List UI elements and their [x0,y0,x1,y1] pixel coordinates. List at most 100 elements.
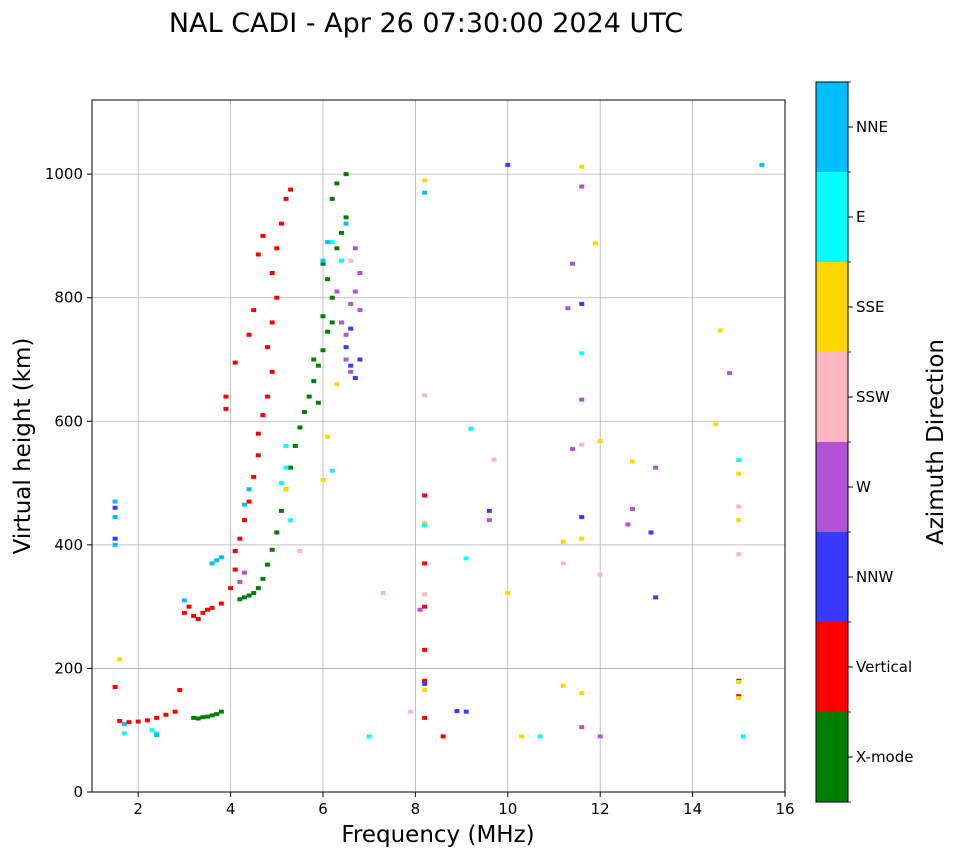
data-point [579,301,585,306]
data-point [325,277,331,282]
x-tick-label: 6 [318,800,328,818]
data-point [380,591,386,596]
data-point [348,258,354,263]
data-point [205,714,210,719]
data-point [334,181,340,186]
data-point [246,332,252,337]
data-point [422,681,428,686]
x-tick-label: 4 [226,800,236,818]
x-tick-label: 16 [775,800,794,818]
data-point [320,261,326,266]
data-point [144,718,150,723]
data-point [648,530,654,535]
data-point [112,684,118,689]
data-point [214,712,220,717]
data-point [579,351,585,356]
colorbar-tick-label: NNE [856,118,888,136]
data-point [269,369,275,374]
data-point [325,329,331,334]
data-point [265,345,271,350]
data-point [195,716,201,721]
data-point [251,308,257,313]
data-point [315,363,321,368]
data-point [343,215,349,220]
data-point [320,477,326,482]
data-point [736,552,742,557]
data-point [265,394,271,399]
data-point [334,382,340,387]
data-point [260,413,266,418]
data-point [218,709,224,714]
data-point [112,515,118,520]
colorbar: X-mode Vertical NNW W SSW SSE E NNE [815,81,913,803]
data-point [209,605,215,610]
data-point [579,184,585,189]
colorbar-segment [816,712,848,802]
data-point [579,691,585,696]
data-point [422,647,428,652]
data-point [352,289,358,294]
data-point [320,314,326,319]
y-axis-ticks: 0 200 400 600 800 1000 [45,165,92,801]
data-point [422,592,428,597]
data-point [597,439,603,444]
colorbar-segment [816,352,848,442]
data-point [736,696,742,701]
series-nnw [112,162,742,714]
data-point [269,320,275,325]
data-point [218,555,224,560]
data-point [311,357,317,362]
data-point [209,561,215,566]
data-point [338,258,344,263]
data-point [260,233,266,238]
data-point [154,733,160,738]
data-point [357,271,363,275]
colorbar-tick-label: SSW [856,388,890,406]
data-point [560,683,566,688]
data-point [205,607,210,612]
data-point [260,576,266,581]
data-point [181,598,187,603]
data-point [713,422,719,427]
data-point [255,453,261,458]
data-point [579,397,585,402]
data-point [329,468,335,473]
x-axis-label: Frequency (MHz) [341,822,534,848]
data-point [288,518,294,523]
series-ssw [297,258,742,714]
data-point [625,522,631,527]
data-point [265,562,271,567]
y-tick-label: 600 [54,412,83,430]
data-point [292,444,298,448]
data-point [597,572,603,577]
data-point [560,539,566,544]
data-point [251,474,257,479]
data-point [274,530,280,535]
series-x-mode [191,172,349,721]
data-point [117,718,123,723]
data-point [241,595,247,600]
data-point [630,459,636,464]
data-point [343,345,349,350]
colorbar-tick-label: W [856,478,871,496]
data-point [228,586,234,591]
y-axis-label: Virtual height (km) [10,338,36,555]
colorbar-segment [816,82,848,172]
data-point [348,369,354,374]
data-point [366,734,372,739]
data-point [334,246,340,251]
x-tick-label: 14 [683,800,702,818]
data-point [736,518,742,523]
x-tick-label: 12 [591,800,610,818]
data-point [630,507,636,512]
data-point [422,561,428,566]
data-point [329,240,335,245]
data-point [237,597,243,602]
data-point [241,570,247,575]
data-point [278,508,284,513]
data-point [329,320,335,325]
data-point [579,442,585,447]
data-point [255,431,261,436]
x-tick-label: 2 [133,800,143,818]
